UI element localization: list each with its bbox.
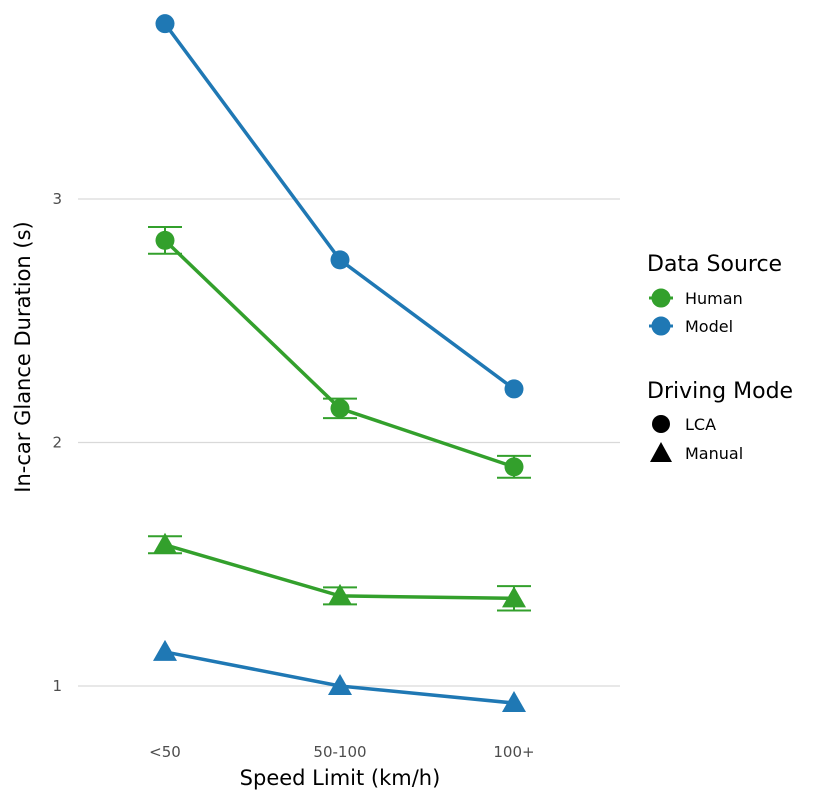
y-tick-labels: 1 2 3	[52, 190, 62, 695]
y-tick-label: 2	[52, 434, 62, 452]
data-point	[328, 583, 352, 605]
legend-label-lca: LCA	[685, 415, 716, 434]
series-model-lca	[155, 14, 524, 399]
series-human-lca	[148, 226, 531, 479]
data-point	[153, 639, 177, 661]
legend-title-driving-mode: Driving Mode	[647, 379, 793, 404]
x-tick-label: <50	[149, 743, 181, 761]
plot-area	[148, 14, 531, 713]
data-point	[504, 457, 524, 477]
data-point	[502, 586, 526, 608]
legend-label-model: Model	[685, 317, 733, 336]
legend-title-data-source: Data Source	[647, 252, 782, 277]
data-point	[153, 532, 177, 554]
y-tick-label: 1	[52, 677, 62, 695]
data-point	[155, 230, 175, 250]
x-tick-label: 50-100	[313, 743, 366, 761]
y-tick-label: 3	[52, 190, 62, 208]
data-point	[504, 379, 524, 399]
data-point	[328, 674, 352, 695]
legend-key-lca	[652, 415, 670, 433]
legend: Data Source Human Model Driving Mode LCA…	[647, 252, 793, 463]
legend-key-manual	[650, 442, 672, 462]
series-human-manual	[148, 532, 531, 612]
data-point	[330, 398, 350, 418]
y-axis-title: In-car Glance Duration (s)	[11, 221, 35, 492]
x-axis-title: Speed Limit (km/h)	[240, 766, 441, 790]
data-point	[155, 14, 175, 34]
series-line	[163, 22, 516, 391]
series-line	[163, 239, 515, 469]
gridlines	[78, 198, 620, 687]
legend-label-human: Human	[685, 289, 743, 308]
series-model-manual	[153, 639, 526, 713]
legend-label-manual: Manual	[685, 444, 743, 463]
data-point	[502, 691, 526, 713]
data-point	[330, 250, 350, 270]
x-tick-labels: <50 50-100 100+	[149, 743, 534, 761]
x-tick-label: 100+	[493, 743, 534, 761]
